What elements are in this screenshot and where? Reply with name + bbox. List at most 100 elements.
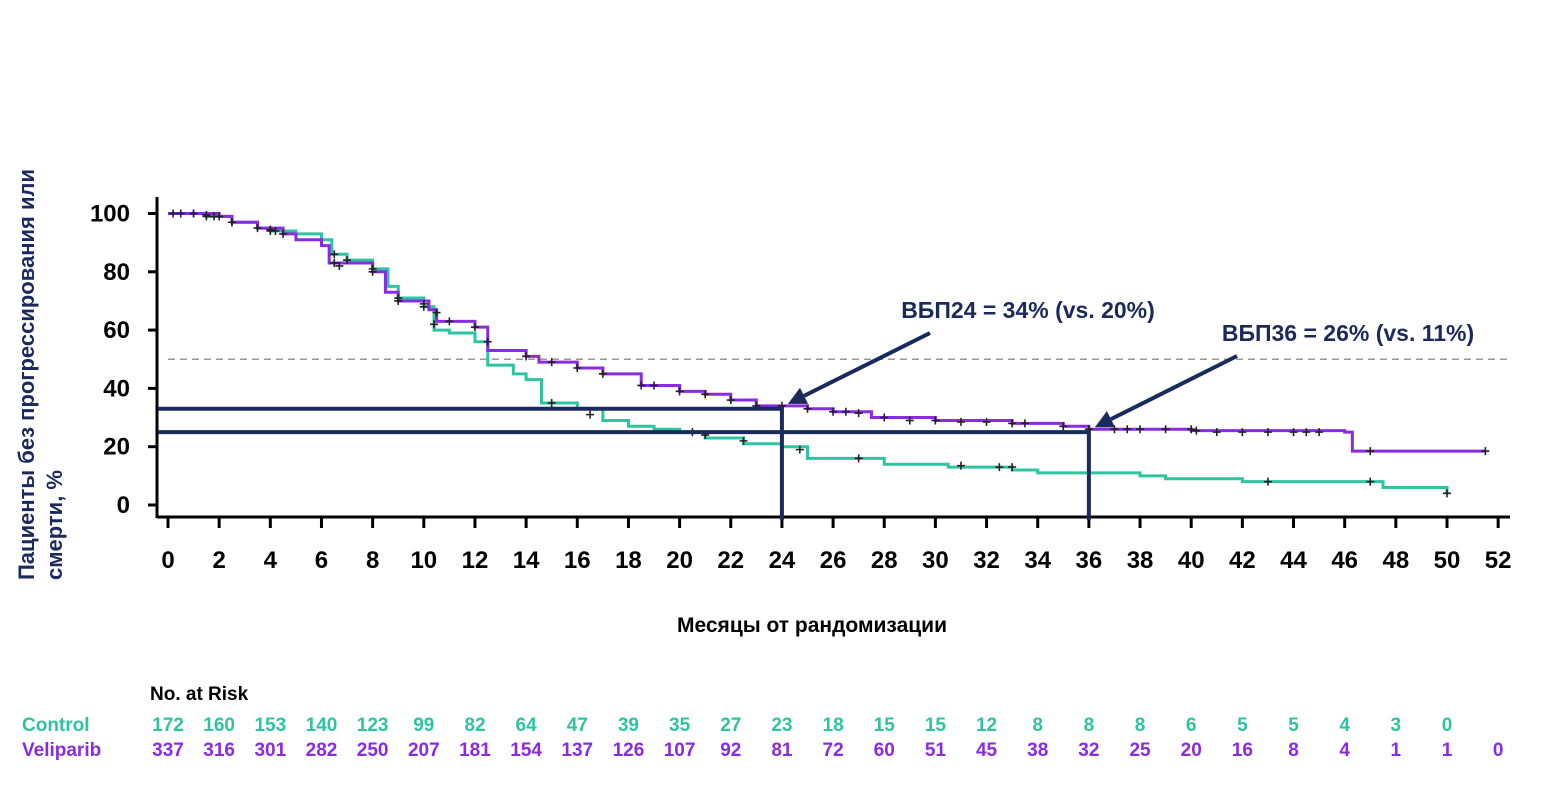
risk-value-veliparib: 45 [976,740,998,761]
risk-value-control: 0 [1442,715,1453,736]
risk-value-control: 160 [203,715,235,736]
censor-mark-veliparib [726,396,735,405]
risk-value-control: 12 [976,715,997,736]
censor-mark-veliparib [330,259,339,268]
censor-mark-control [189,209,198,218]
x-tick-label: 12 [462,547,489,574]
risk-value-veliparib: 8 [1288,740,1299,761]
x-tick-label: 48 [1382,547,1409,574]
risk-value-control: 8 [1135,715,1146,736]
risk-value-control: 140 [306,715,338,736]
x-tick-label: 42 [1229,547,1256,574]
risk-value-control: 23 [771,715,792,736]
risk-value-control: 172 [152,715,184,736]
x-tick-label: 26 [820,547,847,574]
risk-value-control: 15 [925,715,947,736]
censor-mark-control [483,337,492,346]
y-tick-label: 80 [103,259,130,286]
risk-value-control: 5 [1237,715,1248,736]
x-tick-label: 16 [564,547,591,574]
censor-mark-veliparib [701,390,710,399]
risk-row-label-control: Control [22,715,90,736]
censor-mark-veliparib [432,308,441,317]
risk-value-veliparib: 60 [874,740,895,761]
censor-mark-veliparib [522,352,531,361]
censor-mark-veliparib [1187,425,1196,434]
censor-mark-veliparib [445,317,454,326]
risk-value-control: 82 [464,715,485,736]
censor-mark-veliparib [1212,428,1221,437]
censor-mark-veliparib [956,417,965,426]
censor-mark-veliparib [1315,428,1324,437]
risk-value-control: 64 [516,715,538,736]
censor-mark-control [956,461,965,470]
x-tick-label: 20 [666,547,693,574]
censor-mark-control [394,294,403,303]
risk-value-veliparib: 137 [561,740,593,761]
risk-value-veliparib: 16 [1232,740,1253,761]
annotation-text-36: ВБП36 = 26% (vs. 11%) [1222,320,1474,346]
risk-value-veliparib: 1 [1391,740,1402,761]
censor-mark-veliparib [1289,428,1298,437]
risk-value-control: 3 [1391,715,1402,736]
annotation-arrow-24 [803,331,931,398]
censor-mark-veliparib [650,381,659,390]
censor-mark-control [586,410,595,419]
risk-value-veliparib: 25 [1129,740,1151,761]
censor-mark-veliparib [1123,425,1132,434]
x-tick-label: 30 [922,547,949,574]
risk-value-veliparib: 207 [408,740,440,761]
censor-mark-veliparib [1263,428,1272,437]
risk-row-label-veliparib: Veliparib [22,740,101,761]
censor-mark-control [343,256,352,265]
x-tick-label: 38 [1127,547,1154,574]
censor-mark-control [266,226,275,235]
series-line-control [168,212,1449,494]
risk-value-control: 39 [618,715,639,736]
censor-mark-veliparib [169,209,178,218]
y-axis-title-line-1: Пациенты без прогрессирования или [14,169,39,580]
risk-value-control: 8 [1084,715,1095,736]
risk-value-veliparib: 72 [823,740,844,761]
y-axis-title: Пациенты без прогрессирования или смерти… [14,169,67,580]
y-tick-label: 0 [117,492,130,519]
x-tick-label: 22 [717,547,744,574]
censor-mark-control [202,212,211,221]
censor-mark-control [419,302,428,311]
censor-mark-veliparib [1059,422,1068,431]
x-tick-label: 36 [1076,547,1103,574]
x-tick-label: 40 [1178,547,1205,574]
censor-mark-veliparib [1366,447,1375,456]
risk-value-control: 5 [1288,715,1299,736]
censor-mark-control [739,436,748,445]
risk-value-veliparib: 107 [664,740,696,761]
censor-mark-veliparib [854,409,863,418]
annotation-arrowhead-24 [787,387,809,404]
y-tick-label: 40 [103,375,130,402]
x-tick-label: 46 [1331,547,1358,574]
x-tick-label: 28 [871,547,898,574]
y-tick-label: 100 [90,201,130,228]
censor-mark-control [795,445,804,454]
censor-mark-veliparib [841,407,850,416]
censor-mark-veliparib [215,212,224,221]
censor-mark-veliparib [573,363,582,372]
risk-value-veliparib: 282 [306,740,338,761]
risk-value-control: 153 [254,715,286,736]
risk-value-control: 47 [567,715,588,736]
annotation-text-24: ВБП24 = 34% (vs. 20%) [901,297,1155,323]
risk-value-veliparib: 250 [357,740,389,761]
risk-value-control: 8 [1032,715,1043,736]
x-tick-label: 0 [161,547,174,574]
x-tick-label: 8 [366,547,379,574]
risk-value-veliparib: 0 [1493,740,1504,761]
risk-value-veliparib: 181 [459,740,491,761]
censor-mark-control [547,398,556,407]
censor-mark-control [227,218,236,227]
censor-mark-veliparib [547,358,556,367]
annotation-arrowhead-36 [1094,411,1116,428]
x-axis-title: Месяцы от рандомизации [677,614,947,637]
risk-value-veliparib: 51 [925,740,947,761]
